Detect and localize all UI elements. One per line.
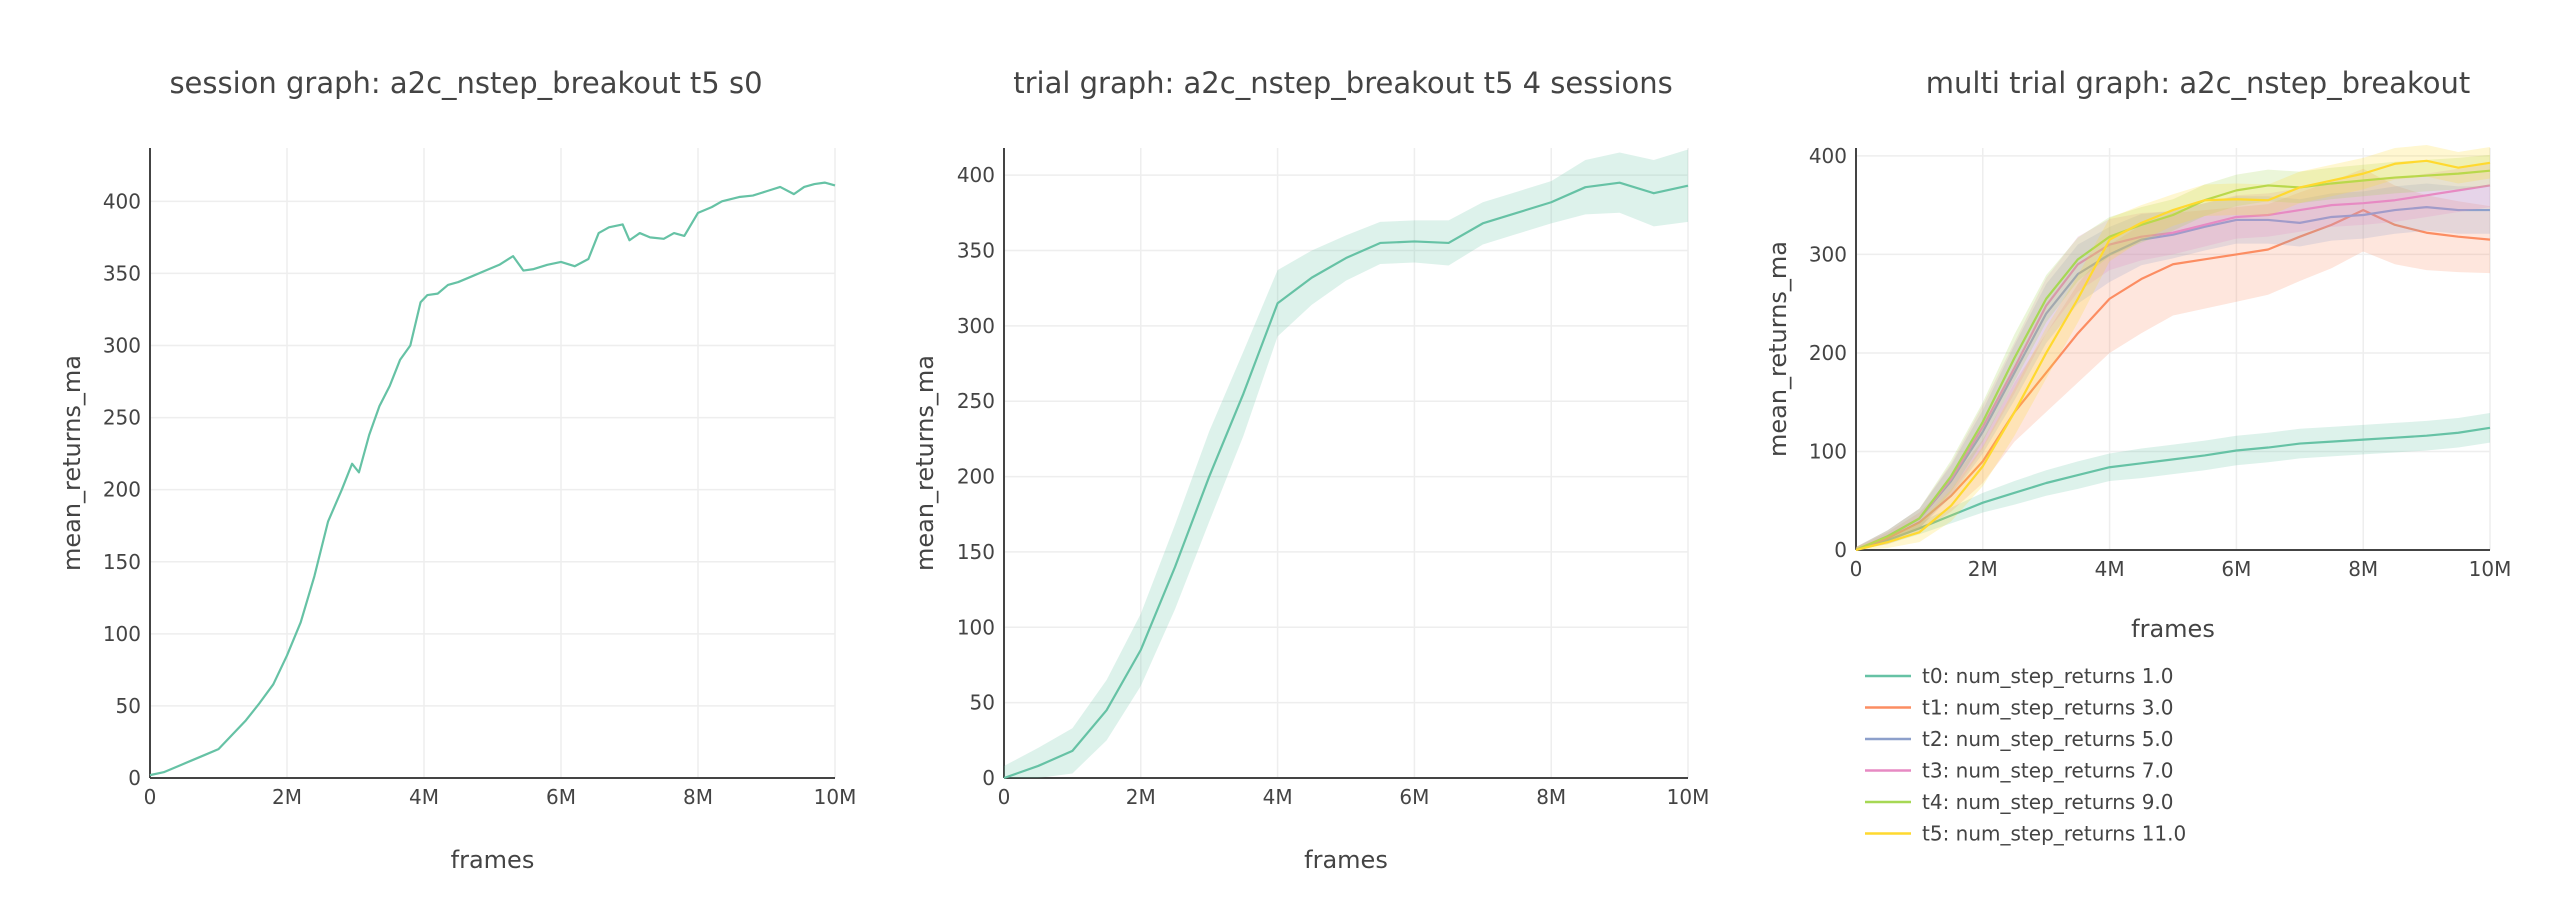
x-tick-label: 0 xyxy=(1850,557,1863,581)
x-tick-label: 4M xyxy=(409,785,439,809)
legend-label: t0: num_step_returns 1.0 xyxy=(1922,664,2174,688)
x-tick-label: 0 xyxy=(144,785,157,809)
x-tick-label: 2M xyxy=(272,785,302,809)
series-band-1 xyxy=(1856,168,2490,551)
y-axis-title: mean_returns_ma xyxy=(1764,241,1792,457)
legend-item: t3: num_step_returns 7.0 xyxy=(1865,759,2174,783)
chart-title: trial graph: a2c_nstep_breakout t5 4 ses… xyxy=(1013,66,1673,100)
y-tick-label: 100 xyxy=(1809,439,1847,463)
y-tick-label: 50 xyxy=(970,691,995,715)
series-band-4 xyxy=(1856,154,2490,550)
series-line-2 xyxy=(1855,206,2490,552)
x-tick-label: 6M xyxy=(546,785,576,809)
x-axis-title: frames xyxy=(451,846,535,874)
x-tick-label: 4M xyxy=(2095,557,2125,581)
x-axis-title: frames xyxy=(2131,615,2215,643)
x-tick-label: 8M xyxy=(2348,557,2378,581)
chart-panel-2: multi trial graph: a2c_nstep_breakout 0 2M… xyxy=(1764,66,2511,846)
series-band-2 xyxy=(1856,183,2490,550)
y-tick-label: 400 xyxy=(103,189,141,213)
legend-label: t1: num_step_returns 3.0 xyxy=(1922,696,2174,720)
y-tick-label: 400 xyxy=(1809,144,1847,168)
chart-panel-1: trial graph: a2c_nstep_breakout t5 4 ses… xyxy=(911,66,1709,874)
x-tick-label: 6M xyxy=(1399,785,1429,809)
x-tick-label: 10M xyxy=(814,785,857,809)
series-line-1 xyxy=(1855,208,2491,552)
series-band-0 xyxy=(1004,149,1688,778)
plot-area xyxy=(149,181,836,777)
series-line-0 xyxy=(1855,426,2491,552)
y-tick-label: 300 xyxy=(957,314,995,338)
y-tick-label: 200 xyxy=(957,465,995,489)
y-tick-label: 300 xyxy=(103,334,141,358)
x-tick-label: 6M xyxy=(2221,557,2251,581)
legend-item: t4: num_step_returns 9.0 xyxy=(1865,790,2174,814)
series-line-3 xyxy=(1855,184,2491,552)
legend: t0: num_step_returns 1.0 t1: num_step_ret… xyxy=(1865,664,2186,846)
series-line-5 xyxy=(1855,159,2491,552)
legend-item: t2: num_step_returns 5.0 xyxy=(1865,727,2174,751)
y-tick-label: 150 xyxy=(957,540,995,564)
y-tick-label: 200 xyxy=(1809,341,1847,365)
series-band-0 xyxy=(1856,413,2490,550)
y-tick-label: 250 xyxy=(103,406,141,430)
series-line-0 xyxy=(149,181,836,777)
y-tick-label: 400 xyxy=(957,163,995,187)
legend-label: t2: num_step_returns 5.0 xyxy=(1922,727,2174,751)
x-axis-title: frames xyxy=(1304,846,1388,874)
x-tick-label: 8M xyxy=(1536,785,1566,809)
y-tick-label: 150 xyxy=(103,550,141,574)
legend-item: t1: num_step_returns 3.0 xyxy=(1865,696,2174,720)
x-tick-label: 2M xyxy=(1968,557,1998,581)
y-tick-label: 0 xyxy=(982,766,995,790)
x-tick-label: 10M xyxy=(2469,557,2512,581)
x-tick-label: 0 xyxy=(998,785,1011,809)
x-tick-label: 2M xyxy=(1126,785,1156,809)
plot-area xyxy=(1855,145,2491,552)
legend-label: t4: num_step_returns 9.0 xyxy=(1922,790,2174,814)
y-tick-label: 350 xyxy=(957,238,995,262)
y-tick-label: 50 xyxy=(116,694,141,718)
chart-panel-0: session graph: a2c_nstep_breakout t5 s0 0… xyxy=(58,66,856,874)
y-tick-label: 0 xyxy=(1834,538,1847,562)
series-line-4 xyxy=(1855,169,2491,552)
legend-item: t5: num_step_returns 11.0 xyxy=(1865,822,2186,846)
y-tick-label: 100 xyxy=(957,615,995,639)
y-axis-title: mean_returns_ma xyxy=(911,355,939,571)
chart-title: multi trial graph: a2c_nstep_breakout xyxy=(1926,66,2470,100)
legend-item: t0: num_step_returns 1.0 xyxy=(1865,664,2174,688)
x-tick-label: 10M xyxy=(1667,785,1710,809)
y-axis-title: mean_returns_ma xyxy=(58,355,86,571)
y-tick-label: 250 xyxy=(957,389,995,413)
legend-label: t5: num_step_returns 11.0 xyxy=(1922,822,2186,846)
plot-area xyxy=(1003,149,1689,780)
y-tick-label: 200 xyxy=(103,478,141,502)
y-tick-label: 100 xyxy=(103,622,141,646)
x-tick-label: 4M xyxy=(1263,785,1293,809)
y-tick-label: 0 xyxy=(128,766,141,790)
series-line-0 xyxy=(1003,181,1689,780)
legend-label: t3: num_step_returns 7.0 xyxy=(1922,759,2174,783)
series-band-3 xyxy=(1856,163,2490,550)
y-tick-label: 350 xyxy=(103,261,141,285)
x-tick-label: 8M xyxy=(683,785,713,809)
y-tick-label: 300 xyxy=(1809,242,1847,266)
chart-title: session graph: a2c_nstep_breakout t5 s0 xyxy=(169,66,762,100)
